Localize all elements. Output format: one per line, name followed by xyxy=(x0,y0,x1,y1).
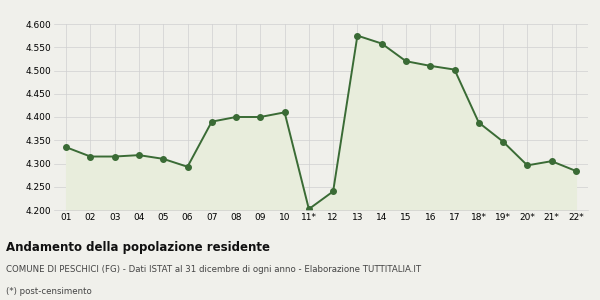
Text: (*) post-censimento: (*) post-censimento xyxy=(6,287,92,296)
Text: Andamento della popolazione residente: Andamento della popolazione residente xyxy=(6,242,270,254)
Text: COMUNE DI PESCHICI (FG) - Dati ISTAT al 31 dicembre di ogni anno - Elaborazione : COMUNE DI PESCHICI (FG) - Dati ISTAT al … xyxy=(6,266,421,274)
